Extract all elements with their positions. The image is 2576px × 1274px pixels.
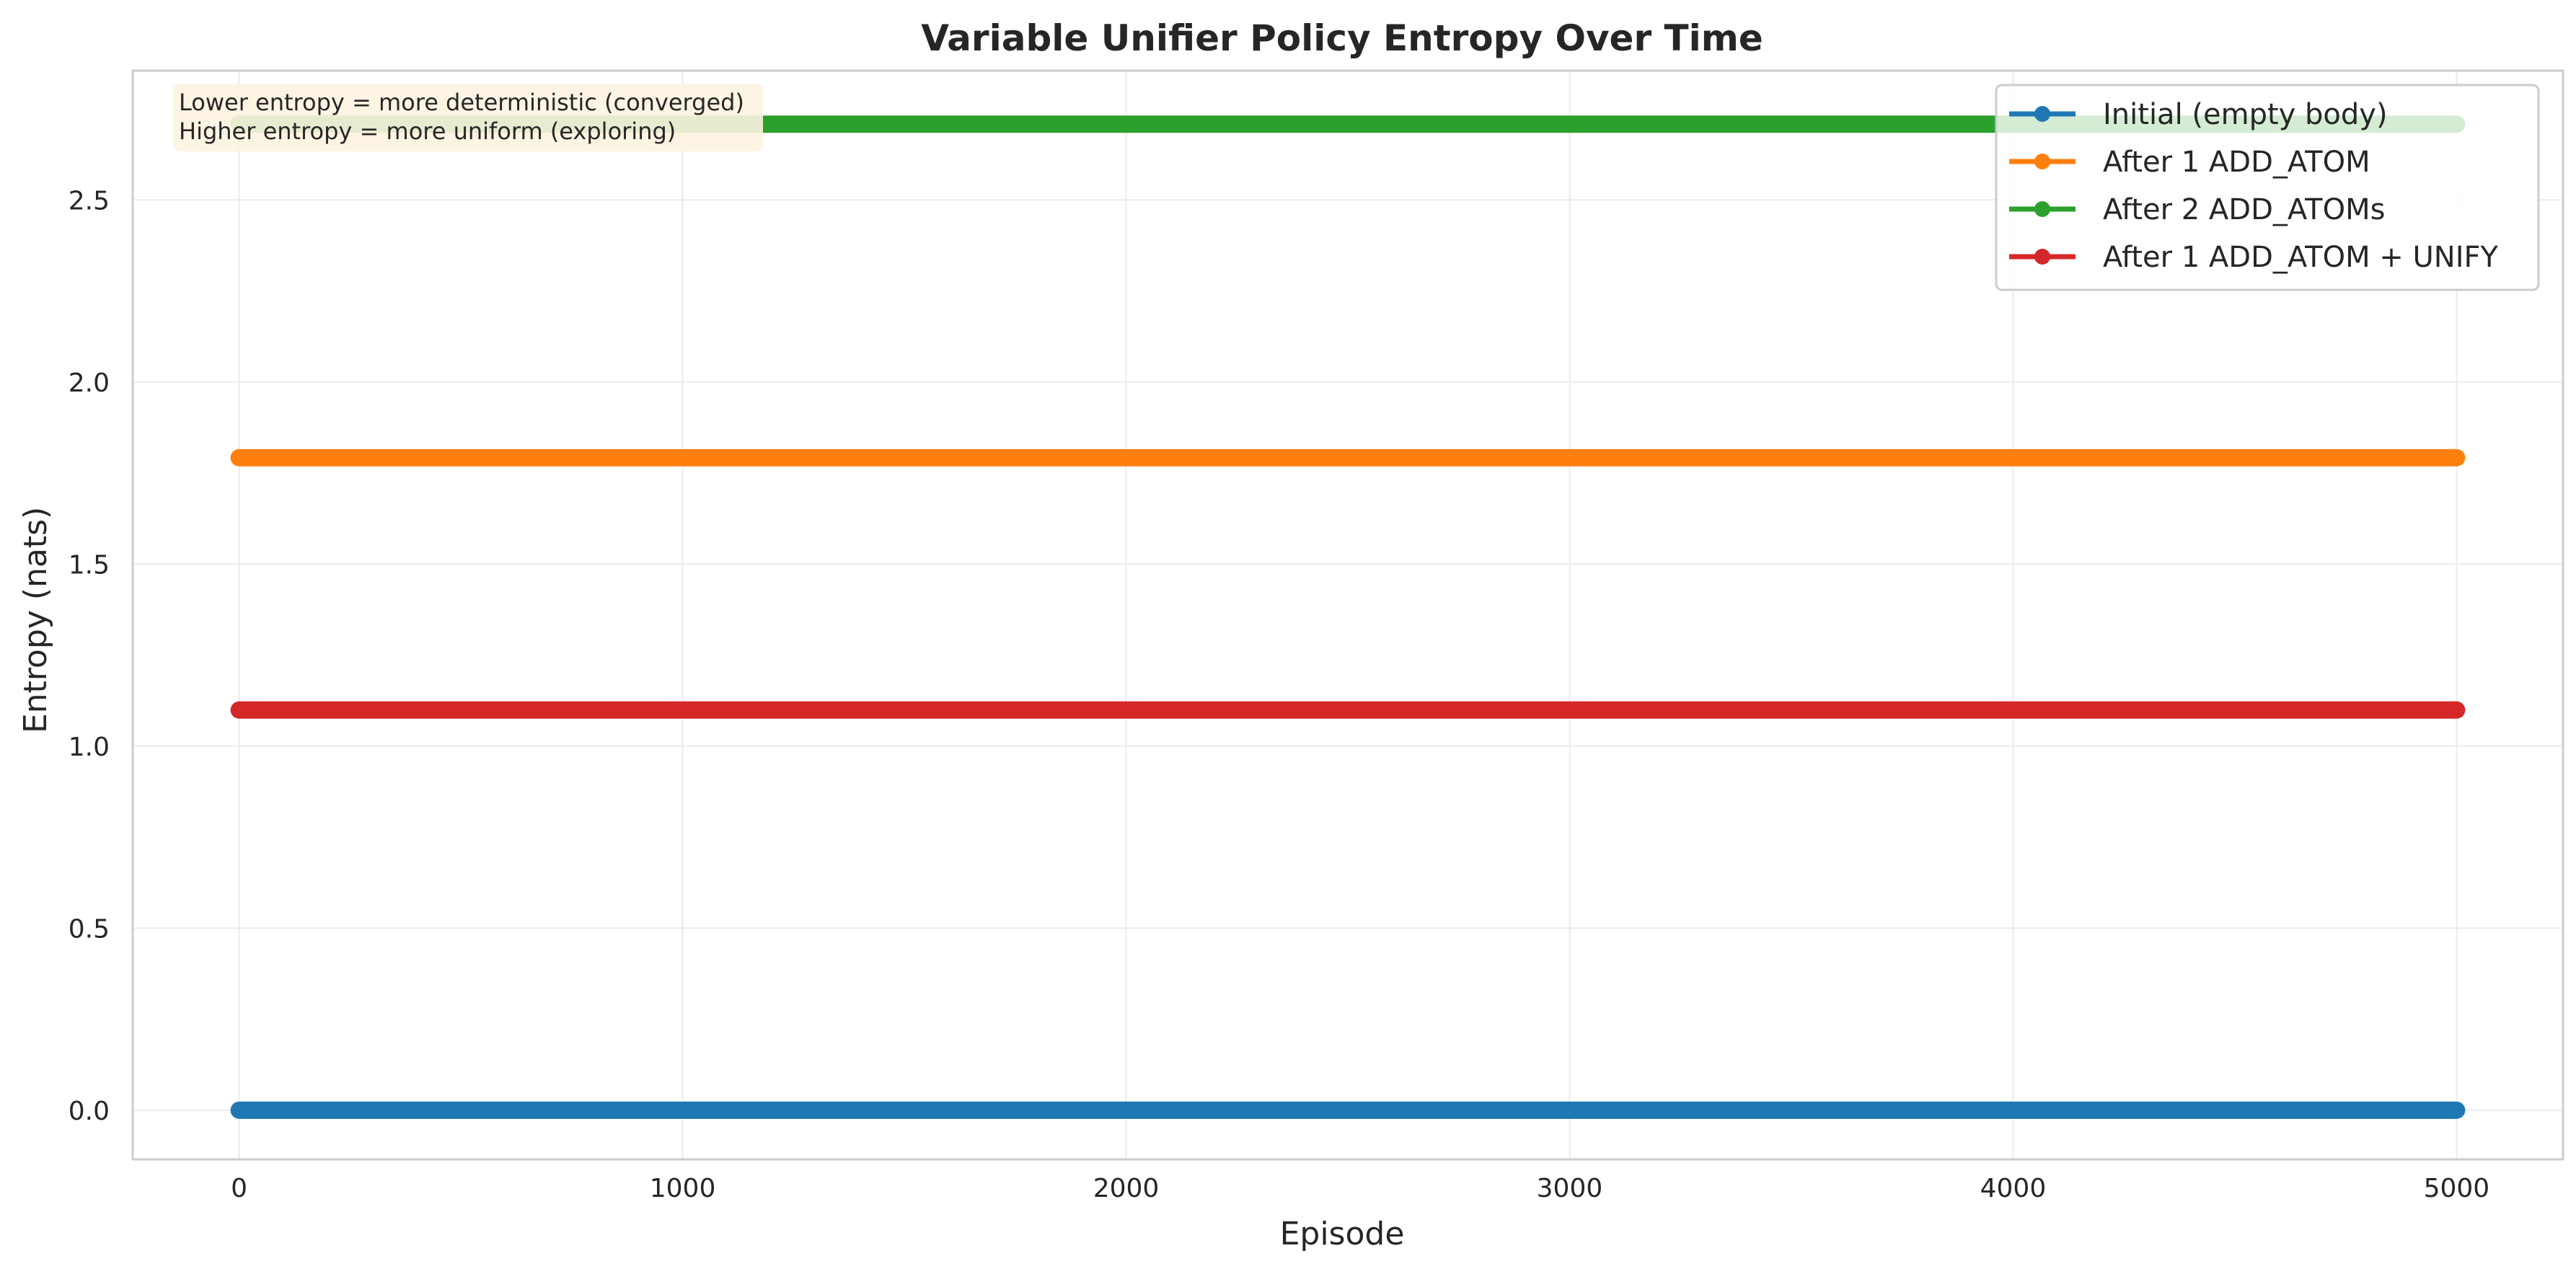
legend-swatch-marker <box>2034 154 2050 169</box>
annotation-line-2: Higher entropy = more uniform (exploring… <box>179 118 676 145</box>
tick-labels: 0 1000 2000 3000 4000 5000 0.0 0.5 1.0 1.5 2.0 2.5 <box>69 186 2489 1203</box>
legend-label: Initial (empty body) <box>2103 98 2388 131</box>
x-tick-label: 1000 <box>650 1174 716 1203</box>
x-tick-label: 2000 <box>1093 1174 1160 1203</box>
plot-frame <box>131 69 2564 1161</box>
legend-swatch-marker <box>2034 106 2050 122</box>
x-tick-label: 0 <box>231 1174 247 1203</box>
y-tick-label: 2.0 <box>69 368 110 398</box>
legend-frame <box>1995 84 2540 291</box>
y-tick-label: 0.0 <box>69 1097 110 1126</box>
legend-label: After 1 ADD_ATOM <box>2103 146 2370 179</box>
chart-title: Variable Unifier Policy Entropy Over Tim… <box>921 17 1763 59</box>
y-tick-label: 1.0 <box>69 733 110 762</box>
annotation-box: Lower entropy = more deterministic (conv… <box>173 84 763 151</box>
y-tick-label: 0.5 <box>69 914 110 944</box>
annotation-line-1: Lower entropy = more deterministic (conv… <box>179 89 744 116</box>
x-tick-label: 5000 <box>2424 1174 2490 1203</box>
legend-entries: Initial (empty body) After 1 ADD_ATOM Afte… <box>2009 98 2499 274</box>
annotation-background <box>173 84 763 151</box>
x-tick-label: 3000 <box>1537 1174 1603 1203</box>
y-axis-label: Entropy (nats) <box>17 507 54 733</box>
x-axis-label: Episode <box>1280 1216 1405 1252</box>
legend-label: After 2 ADD_ATOMs <box>2103 193 2385 226</box>
legend-label: After 1 ADD_ATOM + UNIFY <box>2103 241 2499 274</box>
y-tick-label: 1.5 <box>69 550 110 580</box>
legend: Initial (empty body) After 1 ADD_ATOM Afte… <box>1995 84 2540 291</box>
y-tick-label: 2.5 <box>69 186 110 216</box>
legend-swatch-marker <box>2034 249 2050 265</box>
x-tick-label: 4000 <box>1980 1174 2047 1203</box>
legend-swatch-marker <box>2034 201 2050 217</box>
